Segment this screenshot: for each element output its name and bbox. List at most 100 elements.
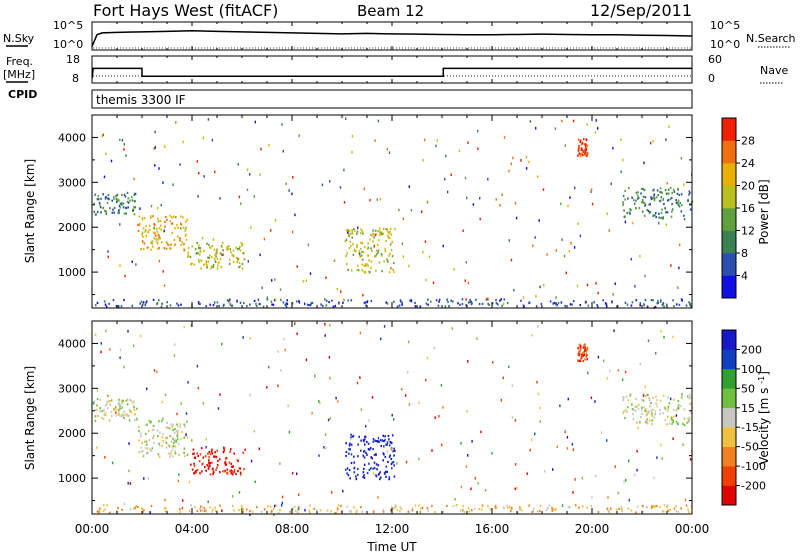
power-cell	[687, 199, 689, 202]
velocity-cell	[224, 460, 227, 464]
velocity-cell	[441, 443, 443, 447]
power-cell	[179, 237, 181, 240]
power-cell	[282, 149, 284, 153]
velocity-cell	[367, 442, 370, 445]
velocity-cell	[686, 395, 689, 398]
power-cell	[585, 152, 588, 156]
power-cell	[163, 229, 165, 233]
power-cell	[660, 299, 662, 302]
velocity-cell	[684, 498, 687, 502]
power-cell	[219, 252, 222, 255]
velocity-cell	[172, 423, 174, 426]
power-cell	[643, 161, 645, 165]
power-cell	[676, 202, 679, 205]
power-cell	[127, 197, 130, 200]
power-cell	[577, 149, 580, 152]
power-cell	[610, 182, 612, 186]
velocity-cell	[672, 421, 674, 424]
velocity-cell	[125, 399, 128, 402]
velocity-cell	[500, 398, 502, 402]
velocity-cell	[197, 386, 200, 390]
velocity-cell	[108, 419, 111, 422]
power-cell	[464, 279, 466, 282]
power-cell	[172, 183, 174, 186]
velocity-cell	[146, 447, 149, 450]
power-cell	[515, 216, 518, 220]
power-cell	[351, 236, 354, 239]
velocity-cell	[405, 460, 408, 464]
power-cell	[222, 249, 224, 252]
power-cell	[581, 141, 584, 144]
power-cell	[664, 189, 667, 192]
velocity-cell	[298, 507, 300, 510]
velocity-cell	[553, 508, 556, 511]
velocity-cell	[357, 473, 359, 476]
power-cell	[393, 300, 395, 303]
velocity-cell	[365, 451, 367, 454]
velocity-cell	[146, 451, 149, 454]
power-cell	[388, 232, 391, 235]
velocity-cell	[92, 402, 95, 405]
power-cell	[271, 279, 273, 282]
velocity-cell	[580, 356, 583, 359]
power-cell	[623, 209, 625, 212]
velocity-cell	[382, 508, 384, 511]
velocity-cell	[360, 449, 362, 452]
power-cell	[131, 304, 134, 307]
power-cell	[140, 248, 143, 251]
power-cell	[681, 204, 683, 207]
velocity-cell	[168, 452, 170, 455]
velocity-cell	[104, 404, 107, 407]
power-cell	[466, 196, 468, 200]
velocity-cell	[689, 393, 691, 396]
velocity-cell	[162, 440, 164, 443]
velocity-cell	[476, 337, 478, 340]
velocity-cell	[225, 456, 228, 460]
power-cell	[282, 301, 285, 304]
velocity-cell	[267, 505, 269, 508]
power-cell	[641, 199, 644, 202]
velocity-cell	[232, 473, 234, 476]
power-cell	[161, 302, 163, 305]
power-cell	[469, 300, 472, 303]
velocity-cell	[128, 414, 130, 418]
velocity-cell	[682, 422, 684, 425]
power-cell	[180, 303, 182, 306]
velocity-cell	[579, 343, 581, 346]
power-cell	[169, 304, 172, 307]
velocity-cell	[581, 476, 583, 480]
power-cell	[641, 210, 644, 213]
power-cell	[478, 303, 481, 306]
velocity-cell	[641, 398, 643, 402]
power-cell	[351, 232, 354, 235]
velocity-cell	[165, 506, 167, 509]
velocity-cell	[624, 417, 626, 420]
power-cell	[227, 300, 230, 303]
velocity-cell	[240, 473, 242, 476]
power-cell	[298, 301, 301, 304]
power-cell	[223, 303, 225, 306]
velocity-cell	[96, 389, 99, 392]
power-cell	[479, 217, 481, 221]
velocity-cell	[294, 509, 297, 512]
velocity-cell	[620, 505, 623, 508]
power-cell	[605, 305, 608, 308]
freq-tick-bottom: 8	[72, 72, 79, 85]
velocity-cell	[138, 430, 140, 433]
velocity-cell	[173, 354, 176, 357]
velocity-cell	[547, 507, 549, 510]
velocity-cell	[591, 496, 593, 499]
power-cell	[334, 304, 337, 308]
velocity-cell	[636, 449, 638, 453]
power-cell	[540, 302, 543, 306]
power-cell	[200, 267, 202, 270]
velocity-cell	[152, 436, 154, 440]
power-cell	[177, 304, 180, 307]
velocity-cell	[530, 438, 533, 441]
colorbar-tick-label: 100	[741, 363, 762, 376]
power-cell	[153, 147, 155, 150]
power-cell	[137, 223, 139, 227]
velocity-cell	[640, 416, 642, 419]
